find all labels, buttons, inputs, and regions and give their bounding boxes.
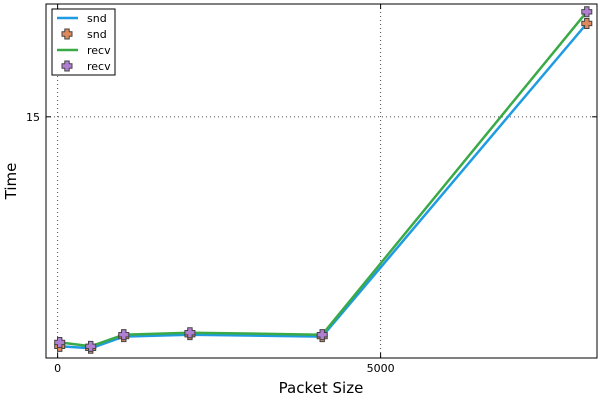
x-tick-label: 0 [54, 362, 61, 375]
y-axis-title: Time [2, 163, 20, 201]
data-point-recv [316, 329, 328, 341]
legend-swatch-marker [61, 28, 73, 40]
data-point-recv [118, 329, 130, 341]
data-point-snd [581, 17, 593, 29]
data-point-recv [184, 327, 196, 339]
legend: snd snd recv recv [51, 8, 116, 76]
x-tick-label: 5000 [367, 362, 395, 375]
data-point-recv [85, 340, 97, 352]
legend-label: snd [87, 28, 107, 41]
grid [46, 4, 597, 358]
x-axis-title: Packet Size [279, 379, 364, 397]
data-point-recv [54, 336, 66, 348]
legend-label: recv [87, 44, 111, 57]
data-point-recv [581, 6, 593, 18]
axis-ticks: 0 5000 15 [26, 4, 597, 375]
legend-swatch-marker [61, 60, 73, 72]
plot-frame [45, 3, 598, 359]
y-tick-label: 15 [26, 111, 40, 124]
legend-label: recv [87, 60, 111, 73]
series-layer [54, 6, 593, 354]
legend-label: snd [87, 12, 107, 25]
